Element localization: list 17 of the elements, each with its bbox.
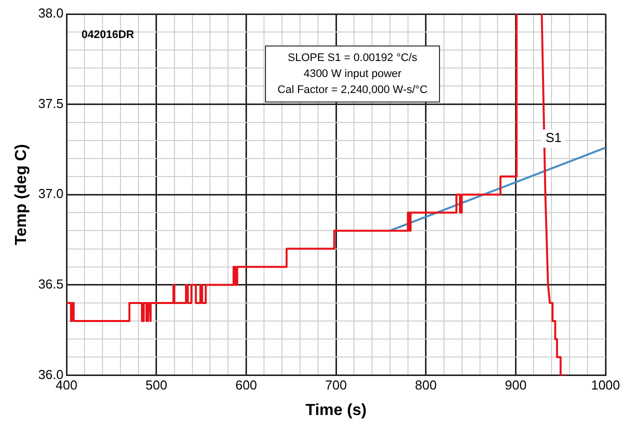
x-axis-title: Time (s) (305, 402, 367, 419)
x-tick-label: 700 (325, 378, 347, 393)
x-tick-label: 1000 (591, 378, 620, 393)
x-tick-label: 600 (235, 378, 258, 393)
y-tick-label: 37.0 (38, 186, 64, 202)
x-tick-label: 900 (504, 378, 527, 393)
y-axis-title: Temp (deg C) (13, 144, 30, 246)
series-label: S1 (546, 130, 562, 146)
annotation: 042016DR (82, 29, 134, 42)
x-tick-label: 500 (145, 378, 168, 393)
annotation: Cal Factor = 2,240,000 W-s/°C (277, 84, 428, 96)
annotation: SLOPE S1 = 0.00192 °C/s (288, 52, 418, 64)
y-tick-label: 36.5 (38, 276, 64, 292)
x-tick-label: 800 (415, 378, 437, 393)
y-tick-label: 37.5 (38, 96, 64, 111)
annotation: 4300 W input power (304, 68, 402, 80)
y-tick-label: 38.0 (38, 6, 64, 21)
